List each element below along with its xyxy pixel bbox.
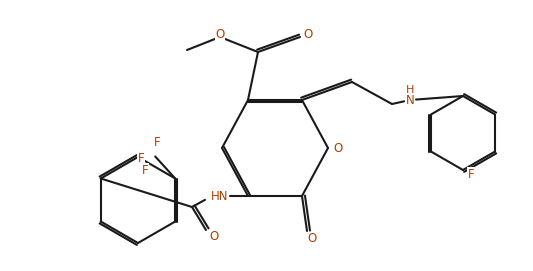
Text: O: O [333, 141, 343, 154]
Text: H: H [406, 85, 414, 95]
Text: F: F [154, 136, 160, 149]
Text: F: F [138, 152, 144, 165]
Text: N: N [406, 93, 414, 107]
Text: O: O [308, 233, 317, 246]
Text: HN: HN [211, 189, 229, 202]
Text: O: O [215, 28, 224, 41]
Text: O: O [303, 28, 313, 41]
Text: F: F [467, 167, 474, 180]
Text: O: O [209, 230, 219, 243]
Text: F: F [142, 164, 149, 177]
